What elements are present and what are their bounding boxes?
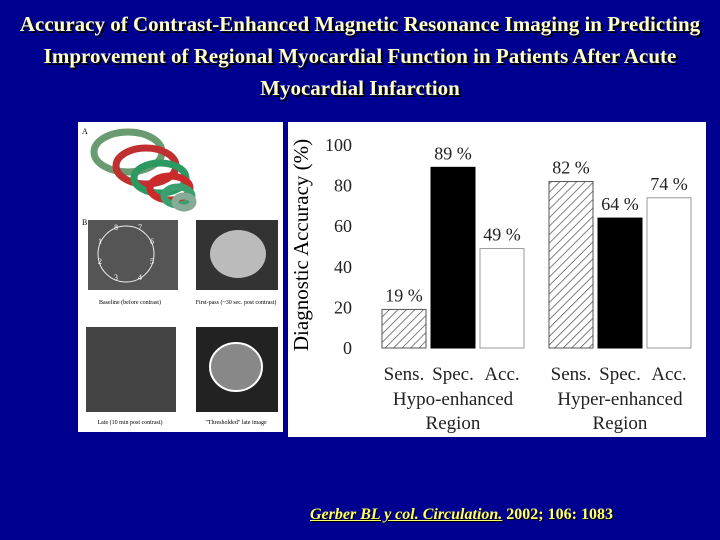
- value-label: 19 %: [385, 285, 423, 305]
- value-label: 64 %: [601, 194, 639, 214]
- x-tick-label: Sens.: [384, 364, 425, 385]
- segment-number: 5: [150, 257, 154, 266]
- value-label: 82 %: [552, 158, 590, 178]
- x-tick-label: Sens.: [551, 364, 592, 385]
- citation: Gerber BL y col. Circulation. 2002; 106:…: [310, 506, 613, 524]
- segment-number: 1: [98, 237, 102, 246]
- figure-art: A B Baseline (before contrast) First-pas…: [82, 127, 278, 426]
- caption: First-pass (~30 sec. post contrast): [196, 299, 277, 306]
- ring-stack: [90, 128, 197, 212]
- x-tick-label: Acc.: [651, 364, 686, 385]
- segment-ring: [97, 225, 155, 283]
- y-tick-label: 40: [334, 257, 352, 277]
- bar: [430, 166, 476, 349]
- group-label: Hypo-enhanced Region: [392, 389, 514, 434]
- mri-heart: [210, 230, 266, 278]
- mri-image: [86, 327, 176, 412]
- value-label: 74 %: [650, 174, 688, 194]
- caption: "Thresholded" late image: [205, 420, 267, 426]
- y-tick-label: 80: [334, 176, 352, 196]
- segment-number: 2: [98, 257, 102, 266]
- bar: [381, 308, 427, 349]
- chart: Diagnostic Accuracy (%) 0 20 40 60 80 100 19 %…: [289, 135, 692, 385]
- slide-title: Accuracy of Contrast-Enhanced Magnetic R…: [19, 12, 701, 100]
- y-tick-label: 60: [334, 216, 352, 236]
- caption: Late (10 min post contrast): [98, 419, 163, 426]
- value-label: 89 %: [434, 143, 472, 163]
- mri-image: [88, 220, 178, 290]
- y-axis-label: Diagnostic Accuracy (%): [289, 139, 313, 351]
- chart-panel: Diagnostic Accuracy (%) 0 20 40 60 80 100 19 %…: [288, 122, 706, 437]
- bar: [548, 181, 594, 349]
- group-label: Hyper-enhanced Region: [557, 389, 683, 434]
- x-tick-label: Spec.: [599, 364, 641, 385]
- y-tick-label: 20: [334, 297, 352, 317]
- x-tick-label: Spec.: [432, 364, 474, 385]
- citation-ref: 2002; 106: 1083: [506, 506, 613, 523]
- segment-number: 8: [114, 223, 118, 232]
- bar: [597, 217, 643, 349]
- citation-source: Gerber BL y col. Circulation.: [310, 506, 503, 523]
- figure-panel: A B Baseline (before contrast) First-pas…: [78, 122, 283, 432]
- panel-label: B: [82, 218, 87, 227]
- y-tick-label: 0: [343, 338, 352, 358]
- caption: Baseline (before contrast): [99, 299, 161, 306]
- segment-number: 6: [150, 237, 154, 246]
- x-tick-label: Acc.: [484, 364, 519, 385]
- segment-number: 3: [114, 273, 118, 282]
- y-tick-label: 100: [325, 135, 352, 155]
- bar: [646, 197, 692, 349]
- value-label: 49 %: [483, 225, 521, 245]
- bar: [479, 248, 525, 349]
- segment-number: 7: [138, 223, 142, 232]
- segment-number: 4: [138, 273, 142, 282]
- mri-heart: [209, 342, 263, 392]
- panel-label: A: [82, 127, 88, 136]
